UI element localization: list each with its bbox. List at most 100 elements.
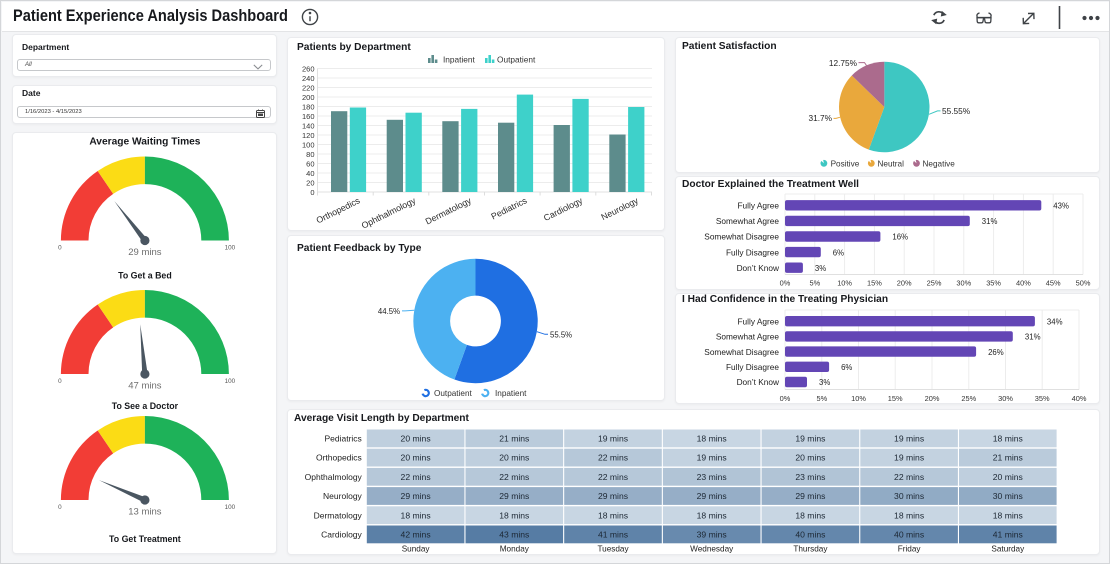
svg-text:30 mins: 30 mins	[993, 491, 1023, 501]
svg-text:25%: 25%	[961, 394, 976, 403]
svg-text:31%: 31%	[1025, 333, 1041, 342]
svg-text:Neurology: Neurology	[599, 195, 640, 222]
svg-text:To See a Doctor: To See a Doctor	[112, 401, 179, 411]
svg-text:Fully Agree: Fully Agree	[737, 316, 779, 326]
svg-text:100: 100	[225, 504, 236, 511]
svg-text:39 mins: 39 mins	[697, 530, 727, 540]
svg-text:0: 0	[58, 504, 62, 511]
svg-text:40%: 40%	[1072, 394, 1087, 403]
svg-text:18 mins: 18 mins	[697, 434, 727, 444]
svg-text:Ophthalmology: Ophthalmology	[360, 195, 418, 231]
svg-text:19 mins: 19 mins	[795, 434, 825, 444]
svg-text:29 mins: 29 mins	[128, 247, 162, 258]
svg-text:22 mins: 22 mins	[598, 472, 628, 482]
svg-text:Friday: Friday	[898, 545, 922, 554]
svg-text:0: 0	[58, 378, 62, 385]
svg-text:16%: 16%	[892, 233, 908, 242]
svg-text:Orthopedics: Orthopedics	[315, 195, 362, 225]
svg-text:Dermatology: Dermatology	[424, 195, 474, 226]
svg-text:Somewhat Disagree: Somewhat Disagree	[704, 232, 779, 242]
svg-text:55.5%: 55.5%	[550, 330, 572, 339]
svg-text:Cardiology: Cardiology	[321, 530, 362, 540]
svg-text:100: 100	[225, 245, 236, 252]
svg-text:23 mins: 23 mins	[795, 472, 825, 482]
svg-text:Dermatology: Dermatology	[314, 510, 363, 520]
svg-text:19 mins: 19 mins	[697, 453, 727, 463]
svg-text:22 mins: 22 mins	[499, 472, 529, 482]
svg-text:180: 180	[302, 102, 315, 111]
svg-text:21 mins: 21 mins	[993, 453, 1023, 463]
svg-text:Neutral: Neutral	[878, 159, 905, 168]
svg-text:Somewhat Disagree: Somewhat Disagree	[704, 347, 779, 357]
svg-text:31%: 31%	[982, 217, 998, 226]
svg-text:18 mins: 18 mins	[993, 434, 1023, 444]
svg-text:15%: 15%	[888, 394, 903, 403]
svg-text:Ophthalmology: Ophthalmology	[305, 472, 363, 482]
svg-text:160: 160	[302, 112, 315, 121]
svg-text:10%: 10%	[837, 279, 852, 288]
svg-text:43 mins: 43 mins	[499, 530, 529, 540]
svg-text:Inpatient: Inpatient	[495, 389, 527, 398]
svg-text:100: 100	[302, 140, 315, 149]
svg-text:47 mins: 47 mins	[128, 381, 162, 392]
svg-text:120: 120	[302, 131, 315, 140]
svg-text:140: 140	[302, 121, 315, 130]
svg-text:55.55%: 55.55%	[942, 106, 971, 116]
svg-text:40 mins: 40 mins	[795, 530, 825, 540]
svg-text:60: 60	[306, 159, 314, 168]
svg-text:40 mins: 40 mins	[894, 530, 924, 540]
svg-text:21 mins: 21 mins	[499, 434, 529, 444]
svg-text:Fully Agree: Fully Agree	[737, 201, 779, 211]
svg-text:Orthopedics: Orthopedics	[316, 453, 362, 463]
svg-text:29 mins: 29 mins	[499, 491, 529, 501]
svg-text:41 mins: 41 mins	[598, 530, 628, 540]
svg-text:240: 240	[302, 74, 315, 83]
svg-text:25%: 25%	[927, 279, 942, 288]
svg-text:Saturday: Saturday	[991, 545, 1025, 554]
svg-text:10%: 10%	[851, 394, 866, 403]
svg-text:Neurology: Neurology	[323, 491, 362, 501]
svg-text:22 mins: 22 mins	[598, 453, 628, 463]
svg-text:Somewhat Agree: Somewhat Agree	[716, 332, 780, 342]
svg-text:20: 20	[306, 178, 314, 187]
svg-text:Pediatrics: Pediatrics	[489, 195, 529, 221]
svg-text:20%: 20%	[897, 279, 912, 288]
svg-text:22 mins: 22 mins	[894, 472, 924, 482]
svg-text:44.5%: 44.5%	[378, 307, 400, 316]
svg-text:200: 200	[302, 93, 315, 102]
svg-text:18 mins: 18 mins	[993, 510, 1023, 520]
svg-text:220: 220	[302, 83, 315, 92]
svg-text:22 mins: 22 mins	[401, 472, 431, 482]
svg-text:5%: 5%	[809, 279, 820, 288]
svg-text:Fully Disagree: Fully Disagree	[726, 247, 779, 257]
svg-text:0: 0	[310, 188, 314, 197]
svg-text:5%: 5%	[816, 394, 827, 403]
svg-text:43%: 43%	[1053, 202, 1069, 211]
svg-text:Average Waiting Times: Average Waiting Times	[89, 137, 200, 148]
svg-text:Wednesday: Wednesday	[690, 545, 734, 554]
svg-text:Outpatient: Outpatient	[434, 389, 473, 398]
svg-text:Thursday: Thursday	[793, 545, 828, 554]
svg-text:0: 0	[58, 245, 62, 252]
svg-text:40: 40	[306, 169, 314, 178]
svg-text:Negative: Negative	[923, 159, 956, 168]
svg-text:260: 260	[302, 64, 315, 73]
svg-text:30%: 30%	[998, 394, 1013, 403]
svg-text:80: 80	[306, 150, 314, 159]
svg-text:To Get Treatment: To Get Treatment	[109, 534, 181, 544]
svg-text:30 mins: 30 mins	[894, 491, 924, 501]
svg-text:18 mins: 18 mins	[894, 510, 924, 520]
svg-text:3%: 3%	[815, 264, 826, 273]
svg-text:Don’t Know: Don’t Know	[737, 377, 780, 387]
svg-text:19 mins: 19 mins	[598, 434, 628, 444]
svg-text:To Get a Bed: To Get a Bed	[118, 270, 172, 280]
svg-text:13 mins: 13 mins	[128, 507, 162, 518]
svg-text:35%: 35%	[1035, 394, 1050, 403]
svg-text:29 mins: 29 mins	[697, 491, 727, 501]
svg-text:42 mins: 42 mins	[401, 530, 431, 540]
svg-text:15%: 15%	[867, 279, 882, 288]
svg-text:Outpatient: Outpatient	[497, 55, 536, 65]
svg-text:Sunday: Sunday	[402, 545, 431, 554]
svg-text:29 mins: 29 mins	[401, 491, 431, 501]
svg-text:Cardiology: Cardiology	[542, 195, 585, 223]
